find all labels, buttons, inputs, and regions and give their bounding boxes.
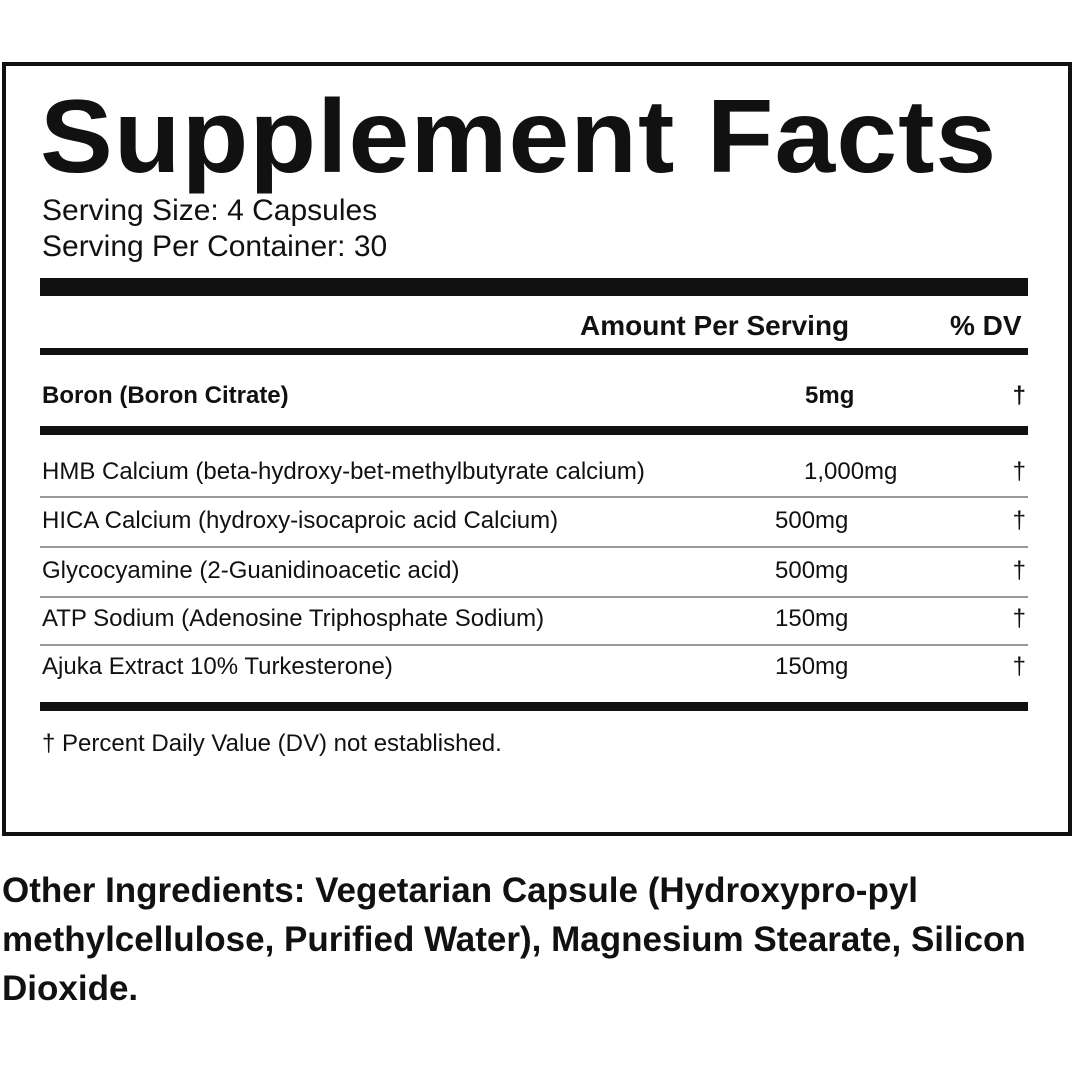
dv-dagger: † (1012, 382, 1026, 409)
dv-dagger: † (1012, 605, 1026, 632)
servings-per-container: Serving Per Container: 30 (42, 230, 388, 263)
ingredient-row: ATP Sodium (Adenosine Triphosphate Sodiu… (42, 605, 1028, 635)
ingredient-amount: 5mg (805, 382, 855, 409)
amount-header: Amount Per Serving (580, 310, 850, 341)
divider-medium (40, 426, 1028, 435)
ingredient-amount: 150mg (775, 653, 849, 680)
ingredient-row: Ajuka Extract 10% Turkesterone) 150mg † (42, 653, 1028, 683)
row-divider (40, 496, 1028, 498)
dv-footnote: † Percent Daily Value (DV) not establish… (42, 730, 502, 757)
ingredient-row-featured: Boron (Boron Citrate) 5mg † (42, 382, 1028, 412)
ingredient-name: Glycocyamine (2-Guanidinoacetic acid) (42, 557, 460, 584)
ingredient-amount: 500mg (775, 557, 849, 584)
row-divider (40, 546, 1028, 548)
ingredient-row: HMB Calcium (beta-hydroxy-bet-methylbuty… (42, 458, 1028, 488)
ingredient-amount: 150mg (775, 605, 849, 632)
divider-thick (40, 278, 1028, 296)
serving-size: Serving Size: 4 Capsules (42, 194, 378, 227)
divider-medium (40, 348, 1028, 355)
panel-title: Supplement Facts (40, 79, 998, 195)
dv-dagger: † (1012, 458, 1026, 485)
dv-dagger: † (1012, 507, 1026, 534)
divider-medium (40, 702, 1028, 711)
row-divider (40, 644, 1028, 646)
ingredient-amount: 500mg (775, 507, 849, 534)
other-ingredients: Other Ingredients: Vegetarian Capsule (H… (2, 871, 1026, 1008)
ingredient-name: HMB Calcium (beta-hydroxy-bet-methylbuty… (42, 458, 645, 485)
ingredient-name: ATP Sodium (Adenosine Triphosphate Sodiu… (42, 605, 545, 632)
dv-dagger: † (1012, 557, 1026, 584)
supplement-facts-panel (2, 62, 1072, 836)
dv-dagger: † (1012, 653, 1026, 680)
dv-header: % DV (950, 310, 1022, 341)
ingredient-row: HICA Calcium (hydroxy-isocaproic acid Ca… (42, 507, 1028, 537)
ingredient-name: Boron (Boron Citrate) (42, 382, 289, 409)
row-divider (40, 596, 1028, 598)
ingredient-amount: 1,000mg (804, 458, 898, 485)
ingredient-name: HICA Calcium (hydroxy-isocaproic acid Ca… (42, 507, 559, 534)
ingredient-name: Ajuka Extract 10% Turkesterone) (42, 653, 393, 680)
ingredient-row: Glycocyamine (2-Guanidinoacetic acid) 50… (42, 557, 1028, 587)
